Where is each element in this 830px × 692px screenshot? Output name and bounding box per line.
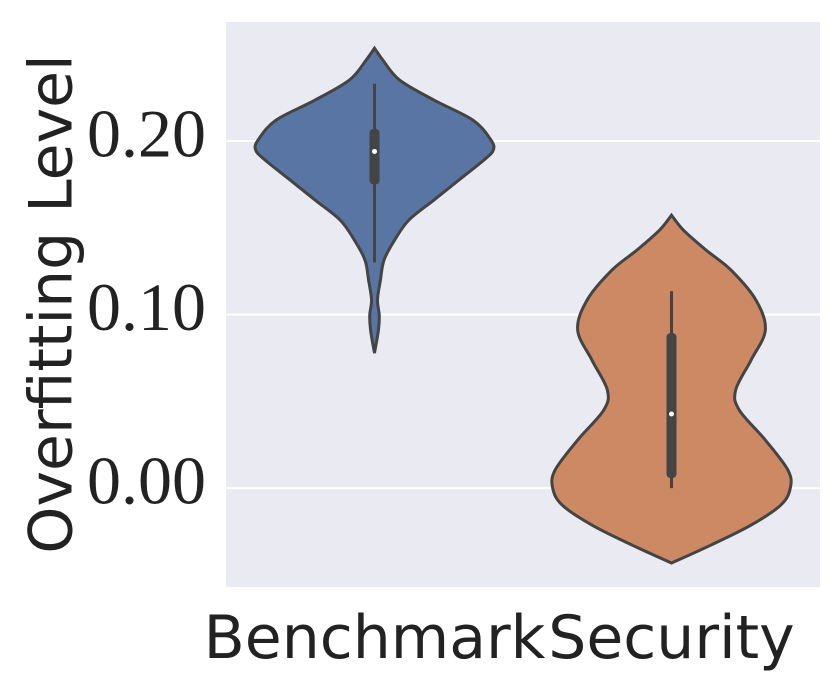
y-tick-label: 0.20 xyxy=(87,96,206,172)
x-tick-label: Security xyxy=(548,603,794,673)
box xyxy=(666,333,677,479)
y-axis-label: Overfitting Level xyxy=(17,54,87,553)
y-tick-label: 0.10 xyxy=(87,269,206,345)
box xyxy=(369,128,380,185)
median xyxy=(372,148,377,154)
y-tick-label: 0.00 xyxy=(87,443,206,519)
median xyxy=(669,411,674,417)
x-tick-label: Benchmark xyxy=(204,603,546,673)
